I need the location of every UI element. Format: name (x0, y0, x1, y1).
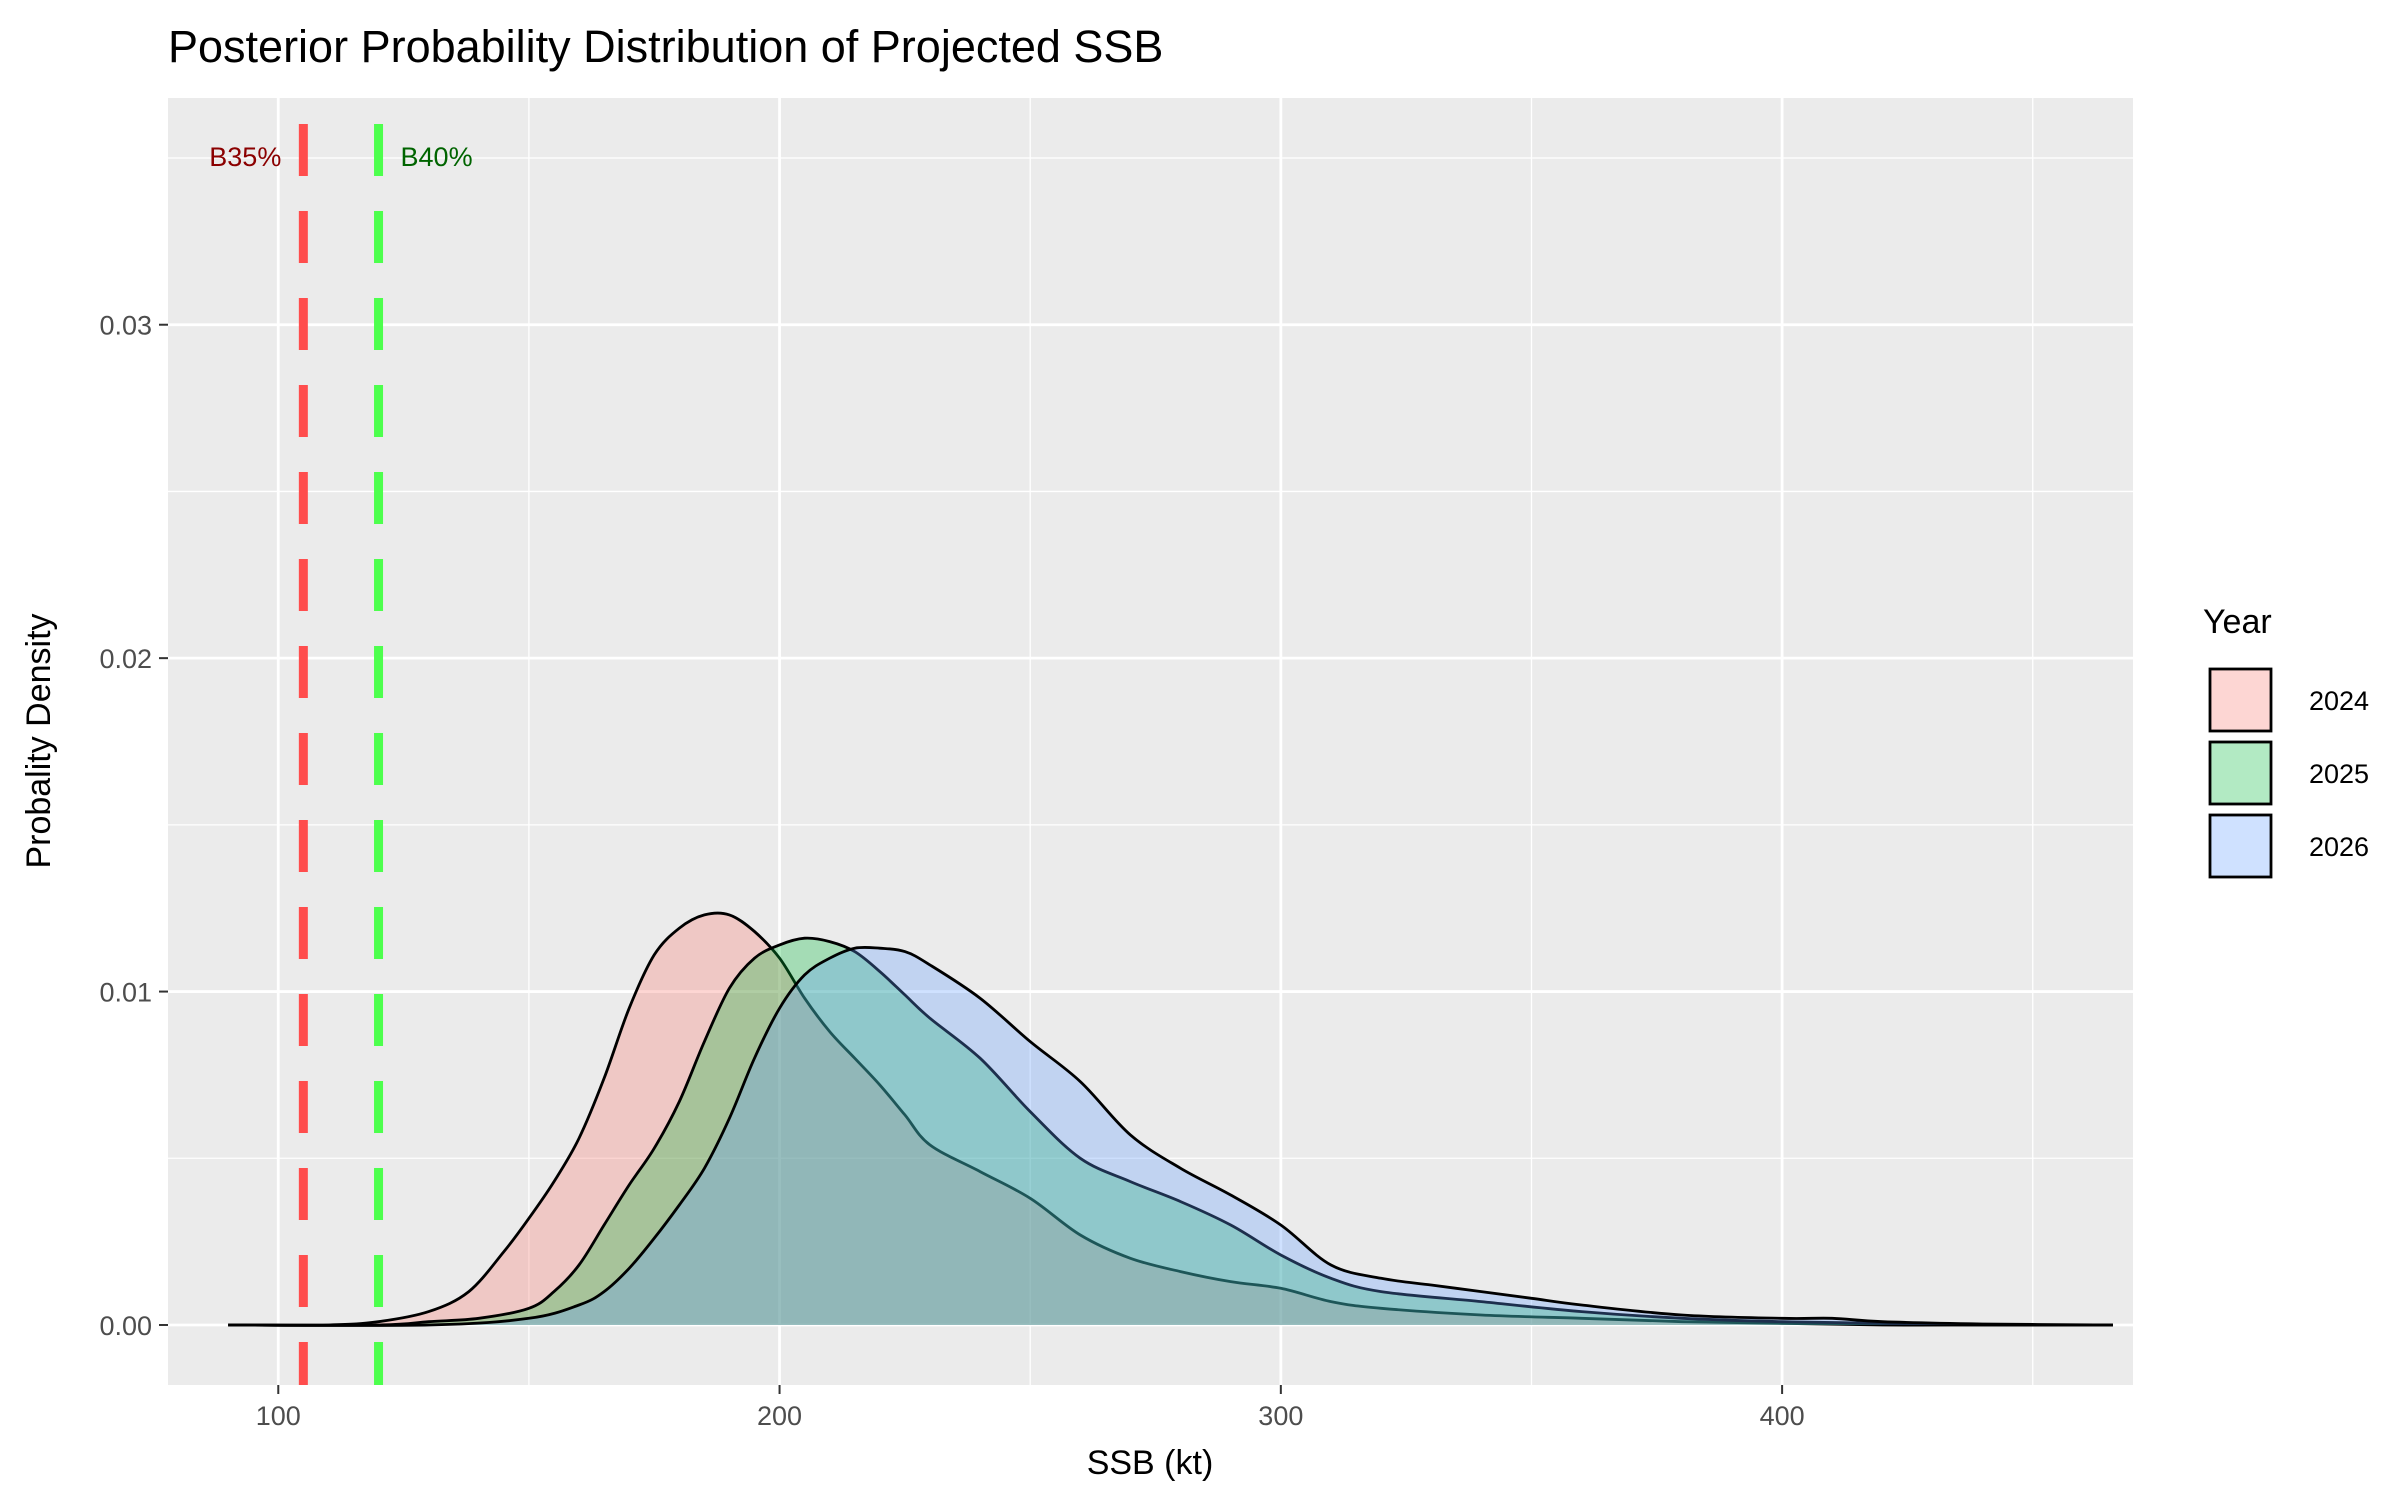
x-axis-title: SSB (kt) (1087, 1444, 1214, 1482)
x-tick-label: 200 (757, 1401, 802, 1431)
reference-lines: B35% B40% (209, 124, 473, 1385)
legend-label: 2026 (2309, 832, 2369, 862)
grid-minor (168, 98, 2133, 1385)
legend-key-bg (2208, 740, 2273, 806)
y-axis-title: Probality Density (20, 613, 58, 868)
legend-title: Year (2203, 603, 2272, 641)
ref-line-label: B40% (401, 142, 473, 172)
y-tick-label: 0.03 (99, 311, 152, 341)
density-area-2026 (228, 947, 2113, 1326)
y-tick-label: 0.01 (99, 978, 152, 1008)
density-area-2025 (228, 938, 2113, 1326)
y-tick-label: 0.02 (99, 644, 152, 674)
x-tick-label: 400 (1760, 1401, 1805, 1431)
y-tick-label: 0.00 (99, 1311, 152, 1341)
density-areas (228, 911, 2113, 1327)
x-tick-label: 300 (1258, 1401, 1303, 1431)
density-area-2024 (228, 913, 2113, 1326)
legend-key-bg (2208, 667, 2273, 733)
density-outline-2026 (228, 945, 2113, 1327)
legend-key-bg (2208, 813, 2273, 879)
legend-label: 2024 (2309, 686, 2369, 716)
y-axis: 0.00 0.01 0.02 0.03 (99, 311, 168, 1341)
x-tick-label: 100 (256, 1401, 301, 1431)
chart-title: Posterior Probability Distribution of Pr… (168, 21, 1163, 72)
density-outline-2025 (228, 936, 2113, 1327)
legend-key-2024 (2208, 667, 2273, 733)
plot-panel (168, 98, 2133, 1385)
legend-label: 2025 (2309, 759, 2369, 789)
legend: Year 2024 2025 2026 (2203, 603, 2369, 879)
legend-key-2026 (2208, 813, 2273, 879)
x-axis: 100 200 300 400 (256, 1385, 1805, 1431)
grid-major (168, 98, 2133, 1385)
ref-line-label: B35% (209, 142, 281, 172)
legend-key-2025 (2208, 740, 2273, 806)
density-outline-2024 (228, 911, 2113, 1327)
